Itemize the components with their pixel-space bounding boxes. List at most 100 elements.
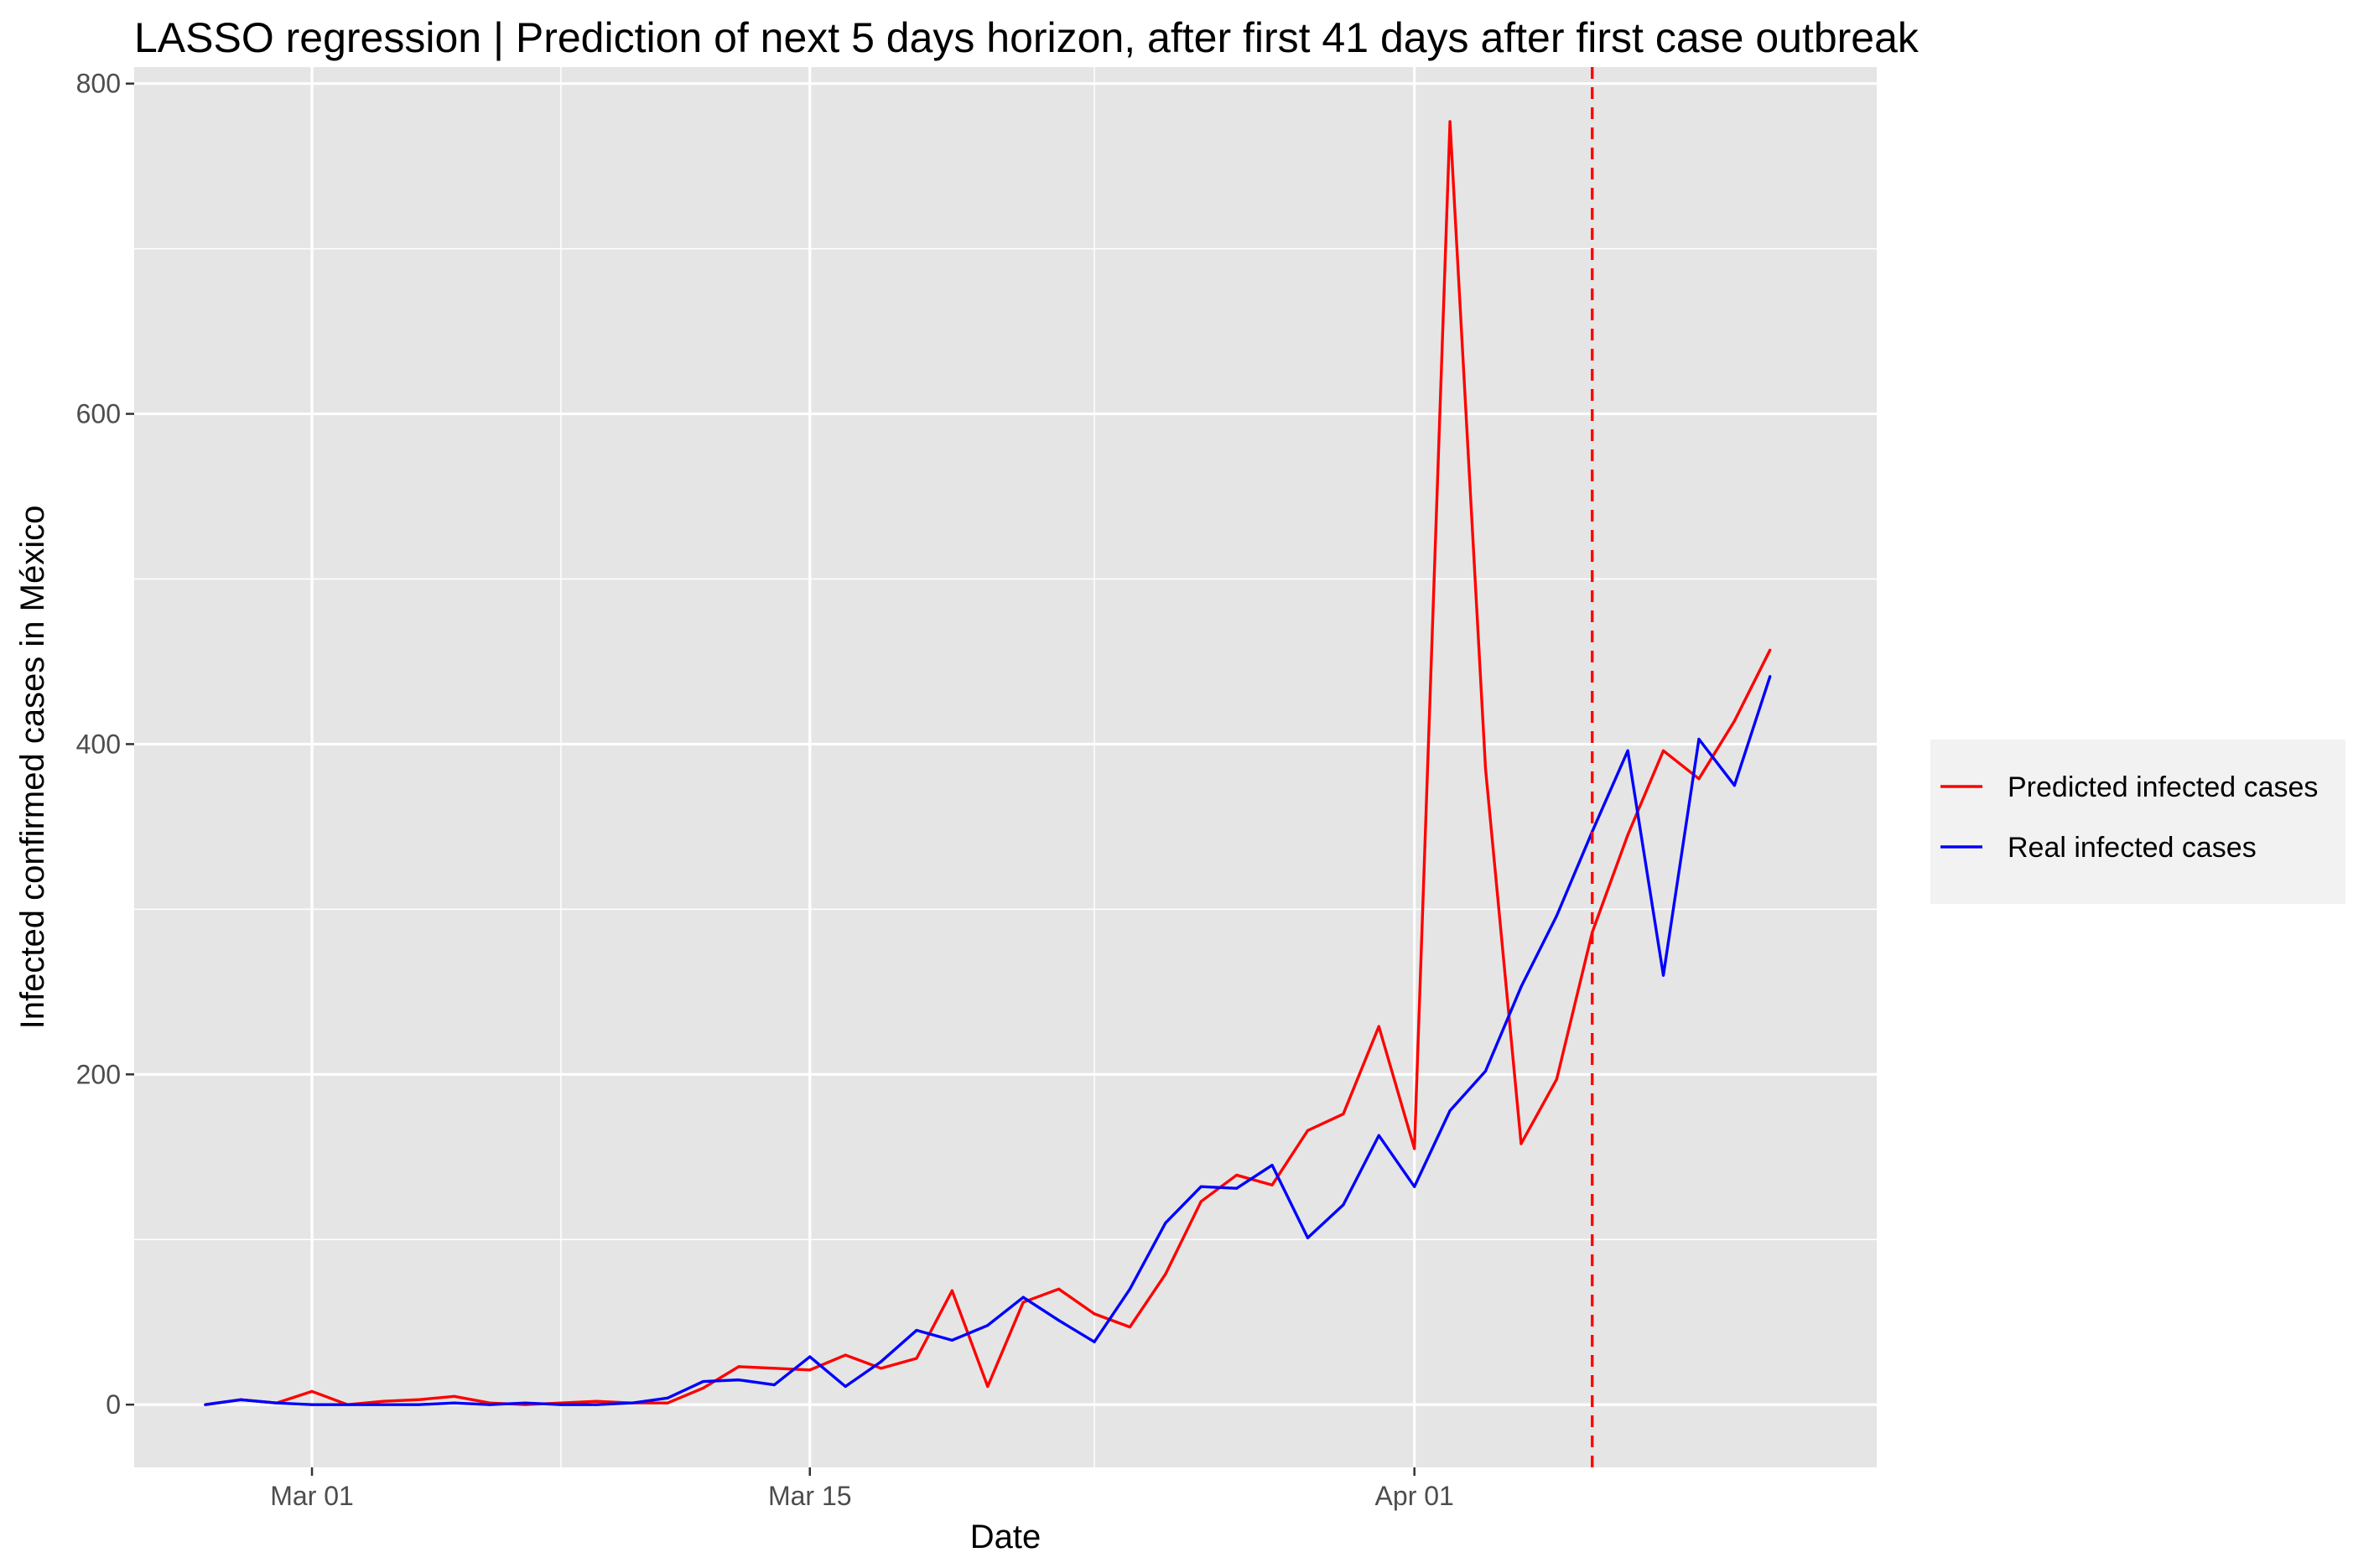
series-1-point — [1769, 648, 1772, 652]
series-1-point — [1057, 1287, 1061, 1290]
y-tick-label: 800 — [76, 69, 121, 99]
series-2-point — [808, 1355, 812, 1358]
series-2-point — [1769, 675, 1772, 678]
series-2-point — [523, 1401, 527, 1404]
series-1-point — [701, 1386, 705, 1390]
series-2-point — [1235, 1186, 1239, 1190]
series-1-point — [310, 1389, 314, 1394]
x-tick-label: Mar 01 — [270, 1481, 354, 1511]
x-axis-title: Date — [970, 1519, 1042, 1555]
series-2-point — [595, 1403, 598, 1406]
series-1-point — [844, 1353, 847, 1357]
series-2-point — [1448, 1109, 1452, 1113]
grid-lines — [134, 67, 1877, 1467]
series-2-point — [737, 1378, 740, 1382]
series-1-point — [808, 1368, 812, 1372]
series-2-point — [275, 1401, 278, 1404]
series-1-point — [1306, 1129, 1310, 1132]
series-1-point — [772, 1367, 776, 1370]
legend-label: Predicted infected cases — [2008, 771, 2318, 803]
series-1-point — [1128, 1326, 1132, 1329]
series-1-point — [950, 1289, 953, 1292]
series-1-point — [1021, 1301, 1025, 1304]
series-1-point — [453, 1394, 456, 1398]
series-2-point — [950, 1338, 953, 1342]
series-2-point — [1021, 1295, 1025, 1299]
series-2-point — [879, 1360, 883, 1363]
series-2-point — [1377, 1134, 1380, 1137]
series-lines — [204, 120, 1772, 1406]
series-1-point — [879, 1367, 883, 1370]
series-2-point — [772, 1383, 776, 1387]
series-1-point — [1235, 1173, 1239, 1177]
series-2-point — [1661, 974, 1665, 977]
y-tick-label: 600 — [76, 399, 121, 429]
series-2-point — [1697, 737, 1701, 741]
series-2-point — [310, 1403, 314, 1406]
series-1-point — [595, 1399, 598, 1403]
series-2-point — [1306, 1236, 1310, 1239]
series-2-point — [1128, 1287, 1132, 1290]
legend: Predicted infected cases Real infected ca… — [1930, 740, 2345, 904]
series-2-point — [1732, 784, 1736, 787]
plot-panel — [134, 67, 1877, 1467]
x-tick-label: Apr 01 — [1375, 1481, 1454, 1511]
series-2-point — [666, 1396, 669, 1399]
series-1-point — [1555, 1077, 1558, 1081]
series-2-point — [204, 1403, 207, 1406]
series-2-point — [1164, 1221, 1167, 1225]
series-1-point — [1377, 1025, 1380, 1028]
series-1-point — [666, 1401, 669, 1404]
series-1-point — [1732, 719, 1736, 723]
series-2-point — [382, 1403, 385, 1406]
chart-title: LASSO regression | Prediction of next 5 … — [134, 14, 1919, 61]
series-2-point — [1093, 1340, 1096, 1343]
series-1-point — [1626, 833, 1629, 837]
series-2-point — [631, 1401, 634, 1404]
series-2-point — [1057, 1319, 1061, 1322]
series-1-point — [382, 1399, 385, 1403]
y-tick-label: 400 — [76, 729, 121, 759]
y-tick-label: 200 — [76, 1059, 121, 1089]
series-2-point — [417, 1403, 420, 1406]
series-2-point — [1519, 985, 1523, 989]
series-1-point — [737, 1365, 740, 1368]
series-2-point — [701, 1379, 705, 1384]
series-2-point — [1342, 1203, 1345, 1207]
series-1-point — [986, 1384, 990, 1389]
series-2-point — [915, 1328, 918, 1332]
series-1-point — [1697, 777, 1701, 781]
series-1-point — [1199, 1200, 1203, 1203]
series-1-point — [1342, 1112, 1345, 1116]
series-2-point — [844, 1384, 847, 1389]
axes: 0 200 400 600 800 Mar 01 Mar 15 Apr 01 — [76, 69, 1454, 1511]
x-tick-label: Mar 15 — [768, 1481, 852, 1511]
series-1-point — [1483, 767, 1488, 771]
series-1-point — [1448, 120, 1452, 123]
series-1-point — [417, 1398, 420, 1401]
series-1-point — [1164, 1272, 1167, 1276]
series-2-point — [986, 1324, 990, 1327]
series-2-point — [488, 1403, 491, 1406]
legend-box — [1930, 740, 2345, 904]
series-2-point — [453, 1401, 456, 1404]
y-tick-label: 0 — [106, 1389, 121, 1420]
series-2-point — [239, 1398, 242, 1401]
series-2-point — [345, 1403, 350, 1406]
series-2-point — [1555, 914, 1558, 917]
series-1-point — [1413, 1147, 1416, 1150]
series-1-point — [1093, 1312, 1096, 1316]
series-1-point — [915, 1357, 918, 1360]
series-1-point — [1270, 1183, 1274, 1186]
series-1-point — [1519, 1142, 1523, 1145]
legend-label: Real infected cases — [2008, 832, 2257, 864]
series-2-point — [1199, 1185, 1203, 1188]
series-2-point — [1270, 1164, 1274, 1167]
y-axis-title: Infected confirmed cases in México — [14, 506, 51, 1030]
series-2-point — [559, 1403, 563, 1406]
series-1-point — [1661, 749, 1665, 752]
series-2-point — [1483, 1069, 1488, 1072]
series-2-point — [1413, 1185, 1416, 1188]
